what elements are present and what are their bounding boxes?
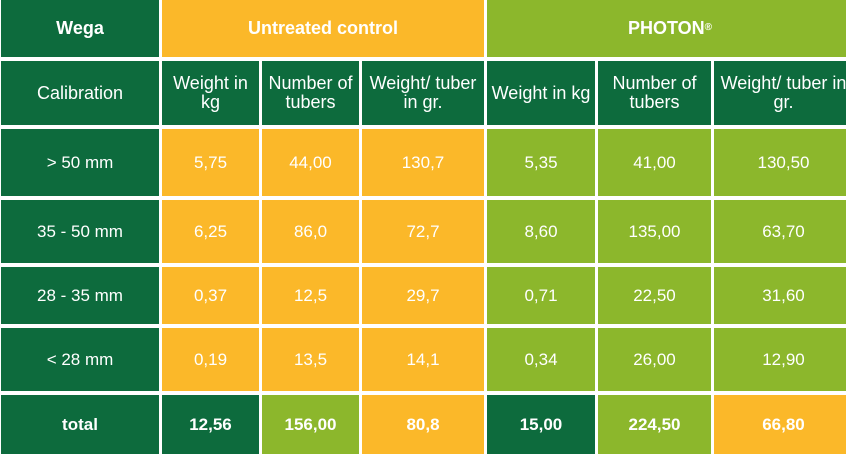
row-label: 28 - 35 mm	[1, 267, 159, 324]
variety-header: Wega	[1, 0, 159, 57]
photon-weight-cell: 0,34	[487, 328, 595, 391]
untreated-wpt-cell: 130,7	[362, 129, 484, 196]
untreated-weight-header: Weight in kg	[162, 61, 259, 125]
total-photon-wpt: 66,80	[714, 395, 846, 454]
total-photon-weight: 15,00	[487, 395, 595, 454]
untreated-weight-cell: 0,19	[162, 328, 259, 391]
photon-wpt-cell: 130,50	[714, 129, 846, 196]
untreated-wpt-cell: 14,1	[362, 328, 484, 391]
untreated-weight-cell: 0,37	[162, 267, 259, 324]
untreated-weight-cell: 5,75	[162, 129, 259, 196]
photon-number-cell: 135,00	[598, 200, 711, 263]
untreated-weight-per-tuber-header: Weight/ tuber in gr.	[362, 61, 484, 125]
photon-weight-header: Weight in kg	[487, 61, 595, 125]
untreated-number-header: Number of tubers	[262, 61, 359, 125]
untreated-number-cell: 13,5	[262, 328, 359, 391]
photon-wpt-cell: 12,90	[714, 328, 846, 391]
photon-number-cell: 22,50	[598, 267, 711, 324]
calibration-header: Calibration	[1, 61, 159, 125]
total-untreated-number: 156,00	[262, 395, 359, 454]
untreated-number-cell: 44,00	[262, 129, 359, 196]
row-label: > 50 mm	[1, 129, 159, 196]
photon-group-label: PHOTON	[627, 18, 705, 39]
photon-weight-cell: 8,60	[487, 200, 595, 263]
untreated-wpt-cell: 29,7	[362, 267, 484, 324]
photon-weight-cell: 5,35	[487, 129, 595, 196]
untreated-group-header: Untreated control	[162, 0, 484, 57]
untreated-number-cell: 12,5	[262, 267, 359, 324]
untreated-number-cell: 86,0	[262, 200, 359, 263]
untreated-weight-cell: 6,25	[162, 200, 259, 263]
photon-wpt-cell: 31,60	[714, 267, 846, 324]
photon-number-cell: 26,00	[598, 328, 711, 391]
registered-mark: ®	[704, 22, 713, 34]
photon-weight-per-tuber-header: Weight/ tuber in gr.	[714, 61, 846, 125]
row-label: 35 - 50 mm	[1, 200, 159, 263]
photon-number-cell: 41,00	[598, 129, 711, 196]
total-photon-number: 224,50	[598, 395, 711, 454]
photon-group-header: PHOTON ®	[487, 0, 846, 57]
total-untreated-wpt: 80,8	[362, 395, 484, 454]
photon-number-header: Number of tubers	[598, 61, 711, 125]
untreated-wpt-cell: 72,7	[362, 200, 484, 263]
total-untreated-weight: 12,56	[162, 395, 259, 454]
row-label: < 28 mm	[1, 328, 159, 391]
photon-wpt-cell: 63,70	[714, 200, 846, 263]
photon-weight-cell: 0,71	[487, 267, 595, 324]
total-label: total	[1, 395, 159, 454]
